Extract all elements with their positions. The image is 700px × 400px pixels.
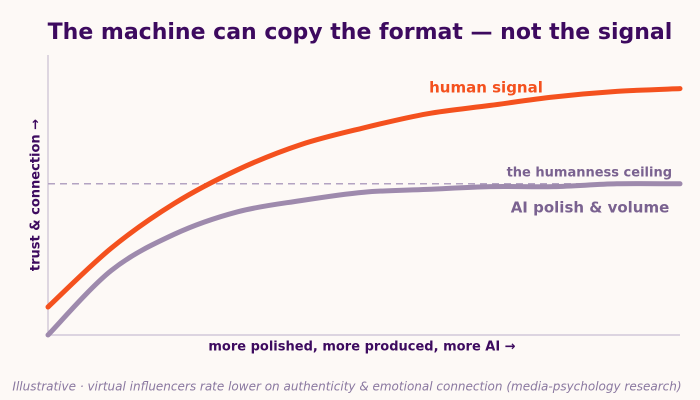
series-line <box>45 181 683 338</box>
chart-title: The machine can copy the format — not th… <box>48 20 673 45</box>
series-label: AI polish & volume <box>511 199 670 217</box>
footnote: Illustrative · virtual influencers rate … <box>12 380 681 394</box>
y-axis-label: trust & connection → <box>29 119 44 271</box>
series-label: human signal <box>429 79 543 97</box>
reference-label: the humanness ceiling <box>507 165 672 180</box>
series-line <box>45 86 683 310</box>
x-axis-label: more polished, more produced, more AI → <box>208 340 515 355</box>
